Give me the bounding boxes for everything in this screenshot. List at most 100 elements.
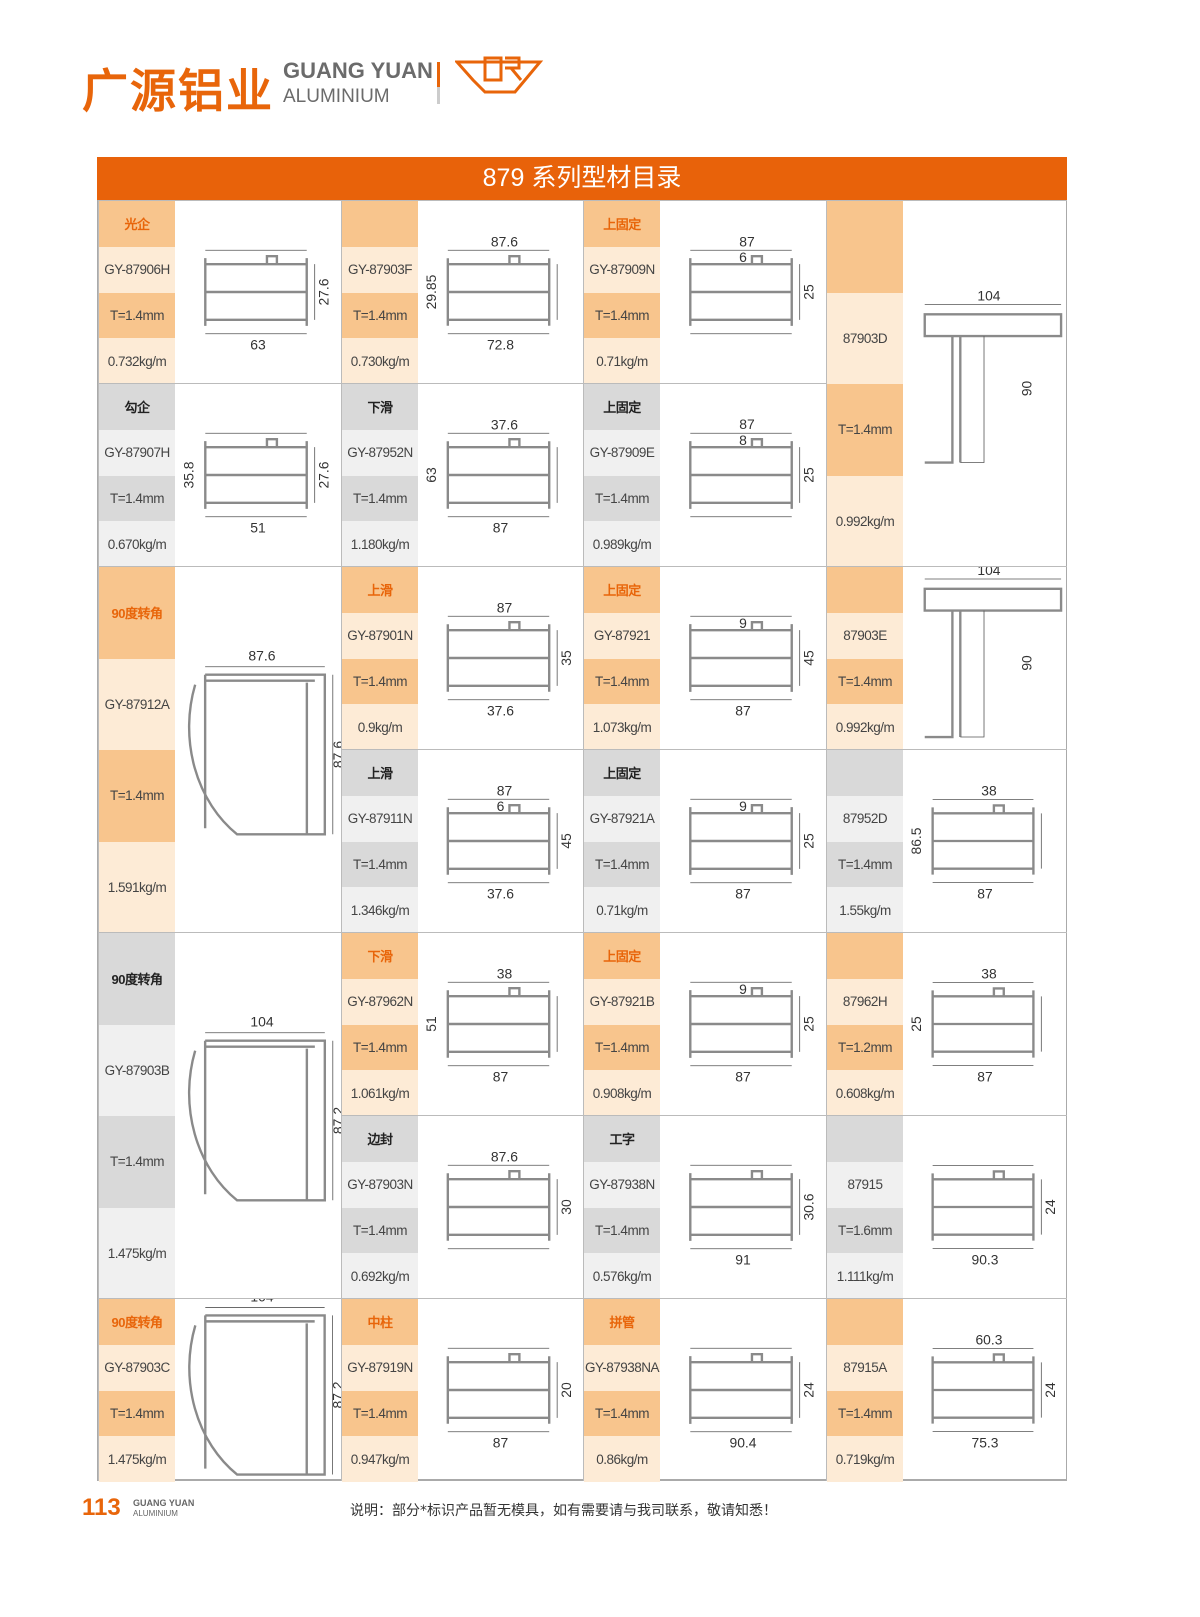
dimension-left: 29.85	[423, 274, 439, 309]
dimension-top: 60.3	[975, 1332, 1002, 1348]
profile-drawing: 87 8 25	[660, 384, 826, 566]
dimension-top: 87	[739, 416, 755, 432]
dimension-top: 104	[977, 288, 1000, 304]
product-code: GY-87912A	[99, 658, 175, 750]
product-weight: 0.9kg/m	[342, 704, 418, 750]
profile-section-icon: 51 35.8 27.6	[180, 432, 332, 536]
product-name: 90度转角	[99, 933, 175, 1025]
product-cell: 87903E T=1.4mm 0.992kg/m 104 90	[826, 562, 1067, 750]
product-cell: 中柱 GY-87919N T=1.4mm 0.947kg/m 87 20	[341, 1298, 583, 1482]
dimension-bottom: 87	[735, 703, 751, 719]
profile-section-icon: 38 87 25	[908, 966, 1042, 1084]
product-cell: 87952D T=1.4mm 1.55kg/m 38 87 86.5	[826, 749, 1067, 933]
dimension-right: 30	[558, 1199, 574, 1215]
dimension-top: 87	[497, 599, 513, 615]
dimension-right: 87.2	[330, 1107, 341, 1134]
profile-section-icon: 87 37.6 35	[446, 599, 574, 719]
product-cell: 上滑 GY-87901N T=1.4mm 0.9kg/m 87 37.6 35	[341, 566, 583, 750]
dimension-inner: 9	[739, 981, 747, 997]
dimension-top: 104	[250, 1014, 274, 1030]
product-code: 87915	[827, 1161, 903, 1208]
profile-drawing: 87 37.6 35	[418, 567, 583, 749]
product-weight: 1.346kg/m	[342, 887, 418, 933]
product-cell: 勾企 GY-87907H T=1.4mm 0.670kg/m 51 35.8 27.6	[98, 383, 341, 567]
product-name: 下滑	[342, 933, 418, 979]
product-code: GY-87903C	[99, 1344, 175, 1391]
profile-section-icon: 38 87 86.5	[908, 783, 1042, 901]
dimension-right: 45	[558, 833, 574, 849]
dimension-top: 87.6	[491, 1148, 518, 1164]
product-cell: 87903D T=1.4mm 0.992kg/m 104 90	[826, 200, 1067, 567]
product-weight: 1.073kg/m	[584, 704, 660, 750]
dimension-bottom: 75.3	[972, 1434, 999, 1450]
product-code: GY-87921A	[584, 795, 660, 842]
page-title: 879 系列型材目录	[97, 157, 1067, 200]
product-name	[827, 567, 903, 613]
product-thickness: T=1.4mm	[584, 475, 660, 522]
dimension-bottom: 87	[493, 1435, 509, 1451]
dimension-inner: 8	[739, 432, 747, 448]
product-name: 上固定	[584, 567, 660, 613]
product-weight: 1.111kg/m	[827, 1253, 903, 1299]
dimension-top: 87.6	[491, 233, 518, 249]
product-thickness: T=1.4mm	[342, 658, 418, 705]
product-weight: 0.732kg/m	[99, 338, 175, 384]
product-cell: 90度转角 GY-87903B T=1.4mm 1.475kg/m 104 87.2	[98, 932, 346, 1299]
profile-section-icon: 104 87.2	[187, 1014, 346, 1202]
product-cell: GY-87903F T=1.4mm 0.730kg/m 87.6 72.8 29.85	[341, 200, 583, 384]
product-weight: 1.55kg/m	[827, 887, 903, 933]
product-thickness: T=1.4mm	[99, 292, 175, 339]
profile-section-icon: 87 9 45	[689, 615, 817, 719]
profile-section-icon: 87 9 25	[689, 798, 817, 902]
profile-drawing: 87.6 30	[418, 1116, 583, 1298]
product-weight: 0.719kg/m	[827, 1436, 903, 1482]
product-code: GY-87903B	[99, 1024, 175, 1116]
profile-drawing: 104 90	[903, 562, 1067, 749]
product-cell: 上固定 GY-87921 T=1.4mm 1.073kg/m 87 9 45	[583, 566, 826, 750]
product-code: GY-87903F	[342, 246, 418, 293]
product-weight: 0.992kg/m	[827, 475, 903, 567]
profile-drawing: 60.3 75.3 24	[903, 1299, 1067, 1481]
dimension-right: 24	[1042, 1199, 1058, 1215]
product-thickness: T=1.4mm	[342, 292, 418, 339]
product-weight: 1.475kg/m	[99, 1436, 175, 1482]
profile-section-icon: 38 87 51	[423, 965, 558, 1085]
profile-drawing: 38 87 86.5	[903, 750, 1067, 932]
dimension-left: 86.5	[908, 827, 924, 854]
profile-drawing: 90.4 24	[660, 1299, 826, 1481]
profile-section-icon: 104 90	[923, 562, 1063, 739]
product-code: GY-87962N	[342, 978, 418, 1025]
product-cell: 上固定 GY-87909E T=1.4mm 0.989kg/m 87 8 25	[583, 383, 826, 567]
product-code: 87915A	[827, 1344, 903, 1391]
profile-drawing: 90.3 24	[903, 1116, 1067, 1298]
dimension-right: 25	[801, 833, 817, 849]
product-thickness: T=1.4mm	[827, 841, 903, 888]
product-cell: 上固定 GY-87909N T=1.4mm 0.71kg/m 87 6 25	[583, 200, 826, 384]
dimension-bottom: 37.6	[487, 886, 514, 902]
product-name: 勾企	[99, 384, 175, 430]
product-weight: 0.670kg/m	[99, 521, 175, 567]
dimension-top: 38	[981, 783, 997, 799]
product-weight: 0.576kg/m	[584, 1253, 660, 1299]
profile-drawing: 38 87 25	[903, 933, 1067, 1115]
dimension-top: 87	[739, 233, 755, 249]
product-code: GY-87938N	[584, 1161, 660, 1208]
footer-brand-sub: ALUMINIUM	[133, 1509, 178, 1518]
profile-drawing: 38 87 51	[418, 933, 583, 1115]
dimension-right: 25	[801, 1016, 817, 1032]
profile-section-icon: 63 27.6	[204, 249, 332, 353]
profile-drawing: 63 27.6	[175, 201, 341, 383]
product-cell: 87915 T=1.6mm 1.111kg/m 90.3 24	[826, 1115, 1067, 1299]
dimension-right: 87.2	[330, 1381, 341, 1408]
product-name: 上固定	[584, 750, 660, 796]
profile-section-icon: 60.3 75.3 24	[931, 1332, 1058, 1450]
profile-drawing: 87 20	[418, 1299, 583, 1481]
profile-section-icon: 104 90	[923, 288, 1063, 464]
profile-section-icon: 90.3 24	[931, 1165, 1058, 1267]
product-weight: 1.061kg/m	[342, 1070, 418, 1116]
product-cell: 87962H T=1.2mm 0.608kg/m 38 87 25	[826, 932, 1067, 1116]
profile-drawing: 91 30.6	[660, 1116, 826, 1298]
profile-drawing: 87 9 25	[660, 933, 826, 1115]
